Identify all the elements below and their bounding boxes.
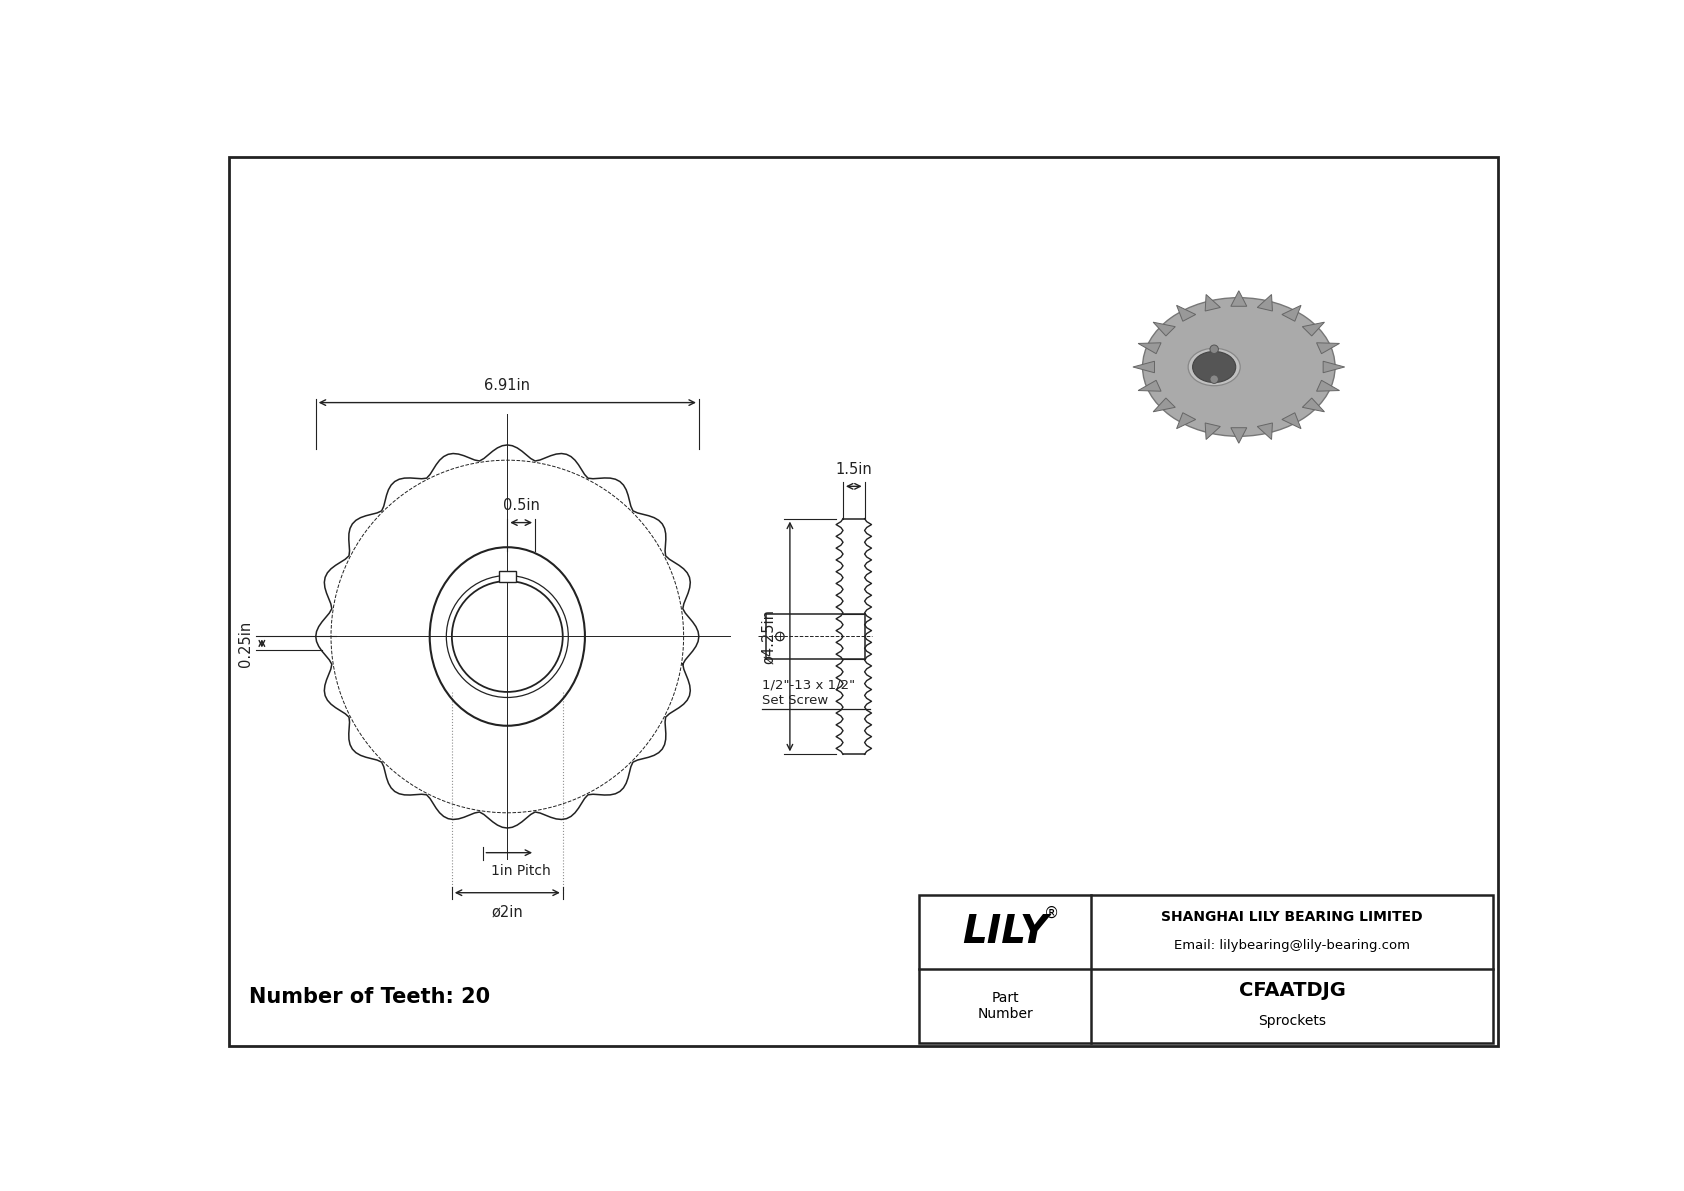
Text: ø2in: ø2in — [492, 904, 524, 919]
Text: Sprockets: Sprockets — [1258, 1015, 1325, 1029]
Polygon shape — [1258, 294, 1273, 311]
Polygon shape — [1231, 428, 1246, 443]
Text: 1/2"-13 x 1/2"
Set Screw: 1/2"-13 x 1/2" Set Screw — [763, 679, 855, 706]
Polygon shape — [1302, 323, 1324, 336]
Bar — [498, 570, 515, 582]
Polygon shape — [1177, 413, 1196, 429]
Polygon shape — [1317, 343, 1339, 354]
Ellipse shape — [1189, 348, 1239, 386]
Text: LILY: LILY — [962, 913, 1049, 952]
Ellipse shape — [1142, 298, 1335, 436]
Polygon shape — [1317, 380, 1339, 391]
Text: Part
Number: Part Number — [977, 991, 1034, 1021]
Text: ®: ® — [1044, 905, 1059, 921]
Text: 1in Pitch: 1in Pitch — [490, 865, 551, 878]
Polygon shape — [1258, 423, 1273, 439]
Text: 6.91in: 6.91in — [485, 379, 530, 393]
Text: 0.25in: 0.25in — [237, 621, 253, 667]
Polygon shape — [1324, 361, 1346, 373]
Polygon shape — [1138, 380, 1160, 391]
Text: CFAATDJG: CFAATDJG — [1239, 981, 1346, 1000]
Text: 0.5in: 0.5in — [504, 498, 539, 513]
Polygon shape — [1282, 305, 1302, 322]
Polygon shape — [1138, 343, 1160, 354]
Text: ø4.25in: ø4.25in — [761, 609, 776, 665]
Polygon shape — [1177, 305, 1196, 322]
Text: SHANGHAI LILY BEARING LIMITED: SHANGHAI LILY BEARING LIMITED — [1162, 910, 1423, 924]
Circle shape — [1209, 345, 1219, 354]
Bar — [919, 896, 1494, 1043]
Polygon shape — [1133, 361, 1155, 373]
Polygon shape — [1231, 291, 1246, 306]
Polygon shape — [1282, 413, 1302, 429]
Polygon shape — [1154, 398, 1175, 412]
Circle shape — [1209, 375, 1219, 384]
Polygon shape — [1206, 294, 1221, 311]
Polygon shape — [1154, 323, 1175, 336]
Text: 1.5in: 1.5in — [835, 462, 872, 478]
Ellipse shape — [1192, 351, 1236, 382]
Text: Email: lilybearing@lily-bearing.com: Email: lilybearing@lily-bearing.com — [1174, 939, 1410, 952]
Polygon shape — [1206, 423, 1221, 439]
Text: Number of Teeth: 20: Number of Teeth: 20 — [249, 987, 490, 1006]
Polygon shape — [1302, 398, 1324, 412]
